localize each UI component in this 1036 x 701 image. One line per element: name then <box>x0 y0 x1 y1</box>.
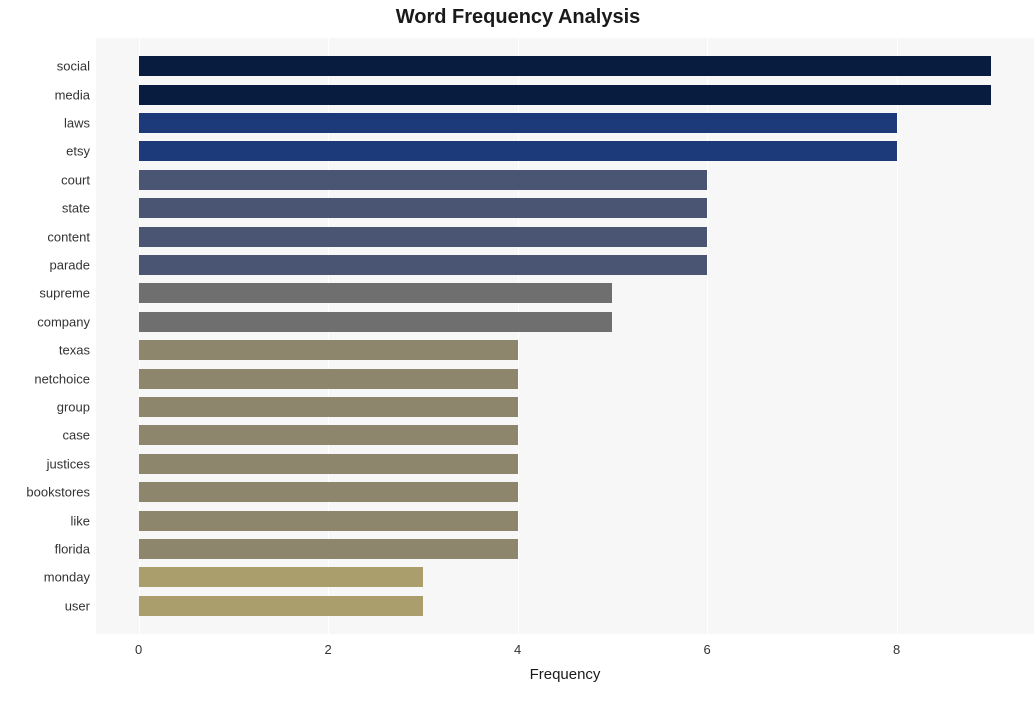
y-tick-label: texas <box>59 344 90 357</box>
y-tick-label: etsy <box>66 145 90 158</box>
y-tick-label: justices <box>47 457 90 470</box>
bar <box>139 198 707 218</box>
bar <box>139 369 518 389</box>
y-tick-label: group <box>57 401 90 414</box>
x-tick-label: 8 <box>893 642 900 657</box>
bar <box>139 340 518 360</box>
chart-container: Word Frequency Analysis Frequency 0 2 4 6 8 s… <box>0 0 1036 701</box>
y-tick-label: media <box>55 88 90 101</box>
bar <box>139 425 518 445</box>
y-tick-label: company <box>37 315 90 328</box>
bar <box>139 454 518 474</box>
bar <box>139 56 992 76</box>
x-tick-label: 6 <box>703 642 710 657</box>
gridline <box>897 38 898 634</box>
bar <box>139 596 423 616</box>
bar <box>139 255 707 275</box>
y-tick-label: florida <box>55 543 90 556</box>
y-tick-label: state <box>62 202 90 215</box>
bar <box>139 170 707 190</box>
bar <box>139 539 518 559</box>
bar <box>139 397 518 417</box>
y-tick-label: laws <box>64 117 90 130</box>
x-tick-label: 4 <box>514 642 521 657</box>
x-tick-label: 2 <box>325 642 332 657</box>
y-tick-label: court <box>61 173 90 186</box>
y-tick-label: supreme <box>39 287 90 300</box>
y-tick-label: user <box>65 599 90 612</box>
bar <box>139 141 897 161</box>
bar <box>139 283 613 303</box>
bar <box>139 567 423 587</box>
bar <box>139 312 613 332</box>
bar <box>139 227 707 247</box>
y-tick-label: social <box>57 60 90 73</box>
y-tick-label: bookstores <box>26 486 90 499</box>
chart-title: Word Frequency Analysis <box>0 6 1036 29</box>
plot-area <box>96 38 1034 634</box>
y-tick-label: monday <box>44 571 90 584</box>
y-tick-label: like <box>70 514 90 527</box>
y-tick-label: parade <box>50 259 90 272</box>
y-tick-label: content <box>47 230 90 243</box>
bar <box>139 482 518 502</box>
y-tick-label: netchoice <box>34 372 90 385</box>
bar <box>139 511 518 531</box>
x-tick-label: 0 <box>135 642 142 657</box>
bar <box>139 113 897 133</box>
x-axis-label: Frequency <box>530 666 601 683</box>
bar <box>139 85 992 105</box>
y-tick-label: case <box>63 429 90 442</box>
